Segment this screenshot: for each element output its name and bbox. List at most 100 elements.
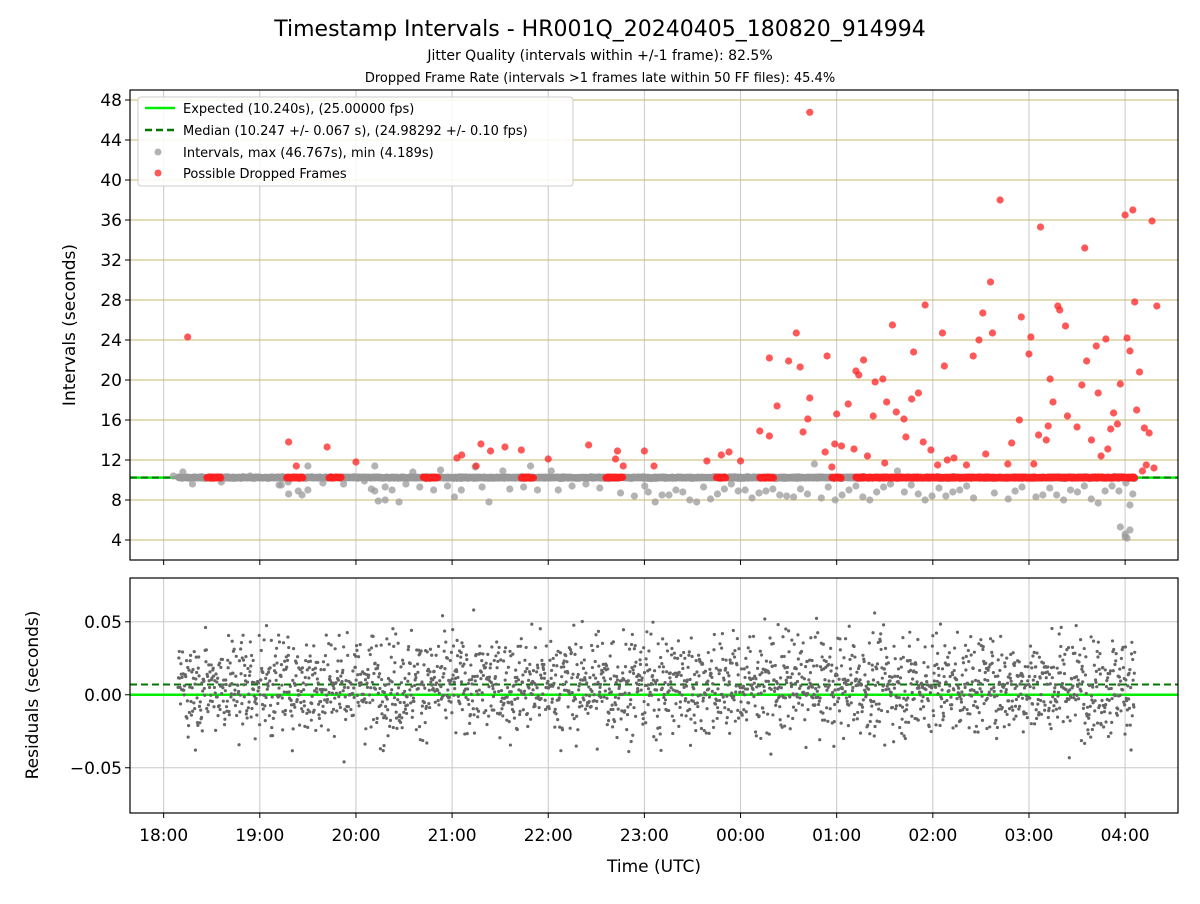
- residual-point: [339, 706, 342, 709]
- interval-point: [922, 496, 929, 503]
- dropped-frame-point: [908, 395, 915, 402]
- residual-point: [617, 697, 620, 700]
- intervals-y-tick-label: 24: [100, 331, 122, 351]
- residual-point: [210, 663, 213, 666]
- residual-point: [552, 664, 555, 667]
- residual-point: [693, 721, 696, 724]
- interval-point: [825, 483, 832, 490]
- residual-point: [482, 674, 485, 677]
- residual-point: [536, 664, 539, 667]
- residual-point: [571, 673, 574, 676]
- residual-point: [189, 659, 192, 662]
- interval-point: [769, 485, 776, 492]
- residual-point: [641, 722, 644, 725]
- residual-point: [749, 650, 752, 653]
- residual-point: [314, 667, 317, 670]
- dropped-frame-point: [1093, 342, 1100, 349]
- residual-point: [875, 667, 878, 670]
- residual-point: [701, 663, 704, 666]
- residual-point: [804, 746, 807, 749]
- intervals-y-tick-label: 44: [100, 131, 122, 151]
- residual-point: [306, 726, 309, 729]
- dropped-frame-point: [1107, 425, 1114, 432]
- residual-point: [264, 677, 267, 680]
- residual-point: [747, 671, 750, 674]
- residual-point: [826, 720, 829, 723]
- residual-point: [767, 671, 770, 674]
- residual-point: [695, 670, 698, 673]
- residual-point: [194, 748, 197, 751]
- residual-point: [574, 697, 577, 700]
- residual-point: [189, 700, 192, 703]
- interval-point: [776, 491, 783, 498]
- residual-point: [850, 681, 853, 684]
- residual-point: [650, 694, 653, 697]
- residual-point: [777, 623, 780, 626]
- residual-point: [651, 621, 654, 624]
- residual-point: [784, 627, 787, 630]
- residual-point: [687, 654, 690, 657]
- residual-point: [231, 672, 234, 675]
- residual-point: [704, 693, 707, 696]
- interval-point: [797, 485, 804, 492]
- residual-point: [726, 671, 729, 674]
- residual-point: [593, 683, 596, 686]
- residual-point: [410, 685, 413, 688]
- dropped-frame-point: [941, 362, 948, 369]
- residual-point: [882, 684, 885, 687]
- residual-point: [206, 710, 209, 713]
- residual-point: [535, 686, 538, 689]
- residual-point: [281, 728, 284, 731]
- residual-point: [439, 685, 442, 688]
- residual-point: [867, 688, 870, 691]
- residual-point: [381, 700, 384, 703]
- residual-point: [324, 654, 327, 657]
- residual-point: [502, 659, 505, 662]
- residual-point: [644, 721, 647, 724]
- residual-point: [214, 691, 217, 694]
- residual-point: [525, 646, 528, 649]
- residual-point: [235, 714, 238, 717]
- residual-point: [604, 689, 607, 692]
- residual-point: [453, 680, 456, 683]
- residual-point: [198, 705, 201, 708]
- residual-point: [184, 675, 187, 678]
- residual-point: [305, 643, 308, 646]
- intervals-y-tick-label: 16: [100, 411, 122, 431]
- residual-point: [426, 650, 429, 653]
- residual-point: [559, 749, 562, 752]
- residual-point: [376, 667, 379, 670]
- residual-point: [638, 658, 641, 661]
- residual-point: [524, 670, 527, 673]
- dropped-frame-point: [872, 378, 879, 385]
- residual-point: [277, 634, 280, 637]
- residual-point: [859, 732, 862, 735]
- residual-point: [542, 663, 545, 666]
- residual-point: [542, 668, 545, 671]
- interval-point: [304, 486, 311, 493]
- residual-point: [438, 679, 441, 682]
- residual-point: [314, 729, 317, 732]
- residual-point: [733, 655, 736, 658]
- residual-point: [204, 626, 207, 629]
- residual-point: [513, 716, 516, 719]
- residual-point: [452, 644, 455, 647]
- residual-point: [577, 673, 580, 676]
- residual-point: [389, 719, 392, 722]
- residual-point: [430, 683, 433, 686]
- residual-point: [355, 649, 358, 652]
- residual-point: [405, 695, 408, 698]
- residual-point: [183, 684, 186, 687]
- dropped-frame-point: [1133, 406, 1140, 413]
- residual-point: [363, 697, 366, 700]
- residual-point: [761, 706, 764, 709]
- residual-point: [462, 663, 465, 666]
- residual-point: [811, 696, 814, 699]
- dropped-frame-point: [737, 457, 744, 464]
- residual-point: [187, 724, 190, 727]
- residual-point: [595, 707, 598, 710]
- residual-point: [622, 628, 625, 631]
- residual-point: [778, 705, 781, 708]
- residual-point: [380, 712, 383, 715]
- residual-point: [394, 632, 397, 635]
